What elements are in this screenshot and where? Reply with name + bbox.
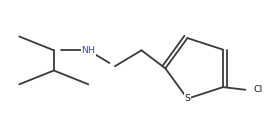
Text: S: S — [184, 94, 190, 103]
Text: Cl: Cl — [254, 85, 263, 94]
Text: NH: NH — [81, 46, 95, 55]
